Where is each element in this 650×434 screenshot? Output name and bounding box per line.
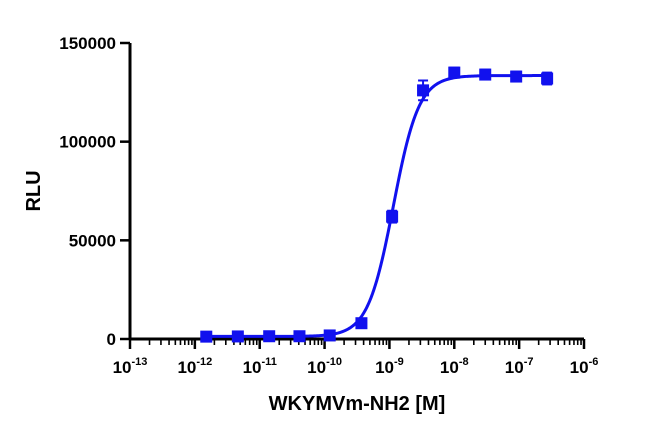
data-point [231,330,244,343]
y-axis-title: RLU [23,170,45,211]
data-point [448,66,461,79]
y-tick-label: 50000 [69,231,116,250]
x-tick-label: 10-7 [505,356,534,377]
data-point [510,70,523,83]
data-point [293,330,306,343]
x-tick-label: 10-13 [113,356,148,377]
data-point [417,84,430,97]
y-axis: 0 50000 100000 150000 [59,34,132,349]
y-tick-label: 150000 [59,34,116,53]
fit-curve [206,74,548,338]
data-point [479,68,492,81]
data-point [386,210,399,223]
y-tick-label: 100000 [59,133,116,152]
data-point [541,72,554,85]
x-tick-label: 10-12 [177,356,212,377]
x-tick-label: 10-11 [243,356,277,377]
x-axis: 10-13 10-12 10-11 10-10 10-9 10-8 10-7 10-6 [113,337,599,377]
y-tick-label: 0 [107,330,116,349]
data-point [355,317,368,330]
x-tick-label: 10-9 [375,356,404,377]
x-tick-label: 10-10 [307,356,342,377]
data-point [263,330,276,343]
x-tick-label: 10-8 [440,356,469,377]
x-tick-label: 10-6 [570,356,599,377]
x-axis-title: WKYMVm-NH2 [M] [269,393,446,415]
data-point [200,330,213,343]
data-point [323,329,336,342]
plot-area [200,66,554,343]
